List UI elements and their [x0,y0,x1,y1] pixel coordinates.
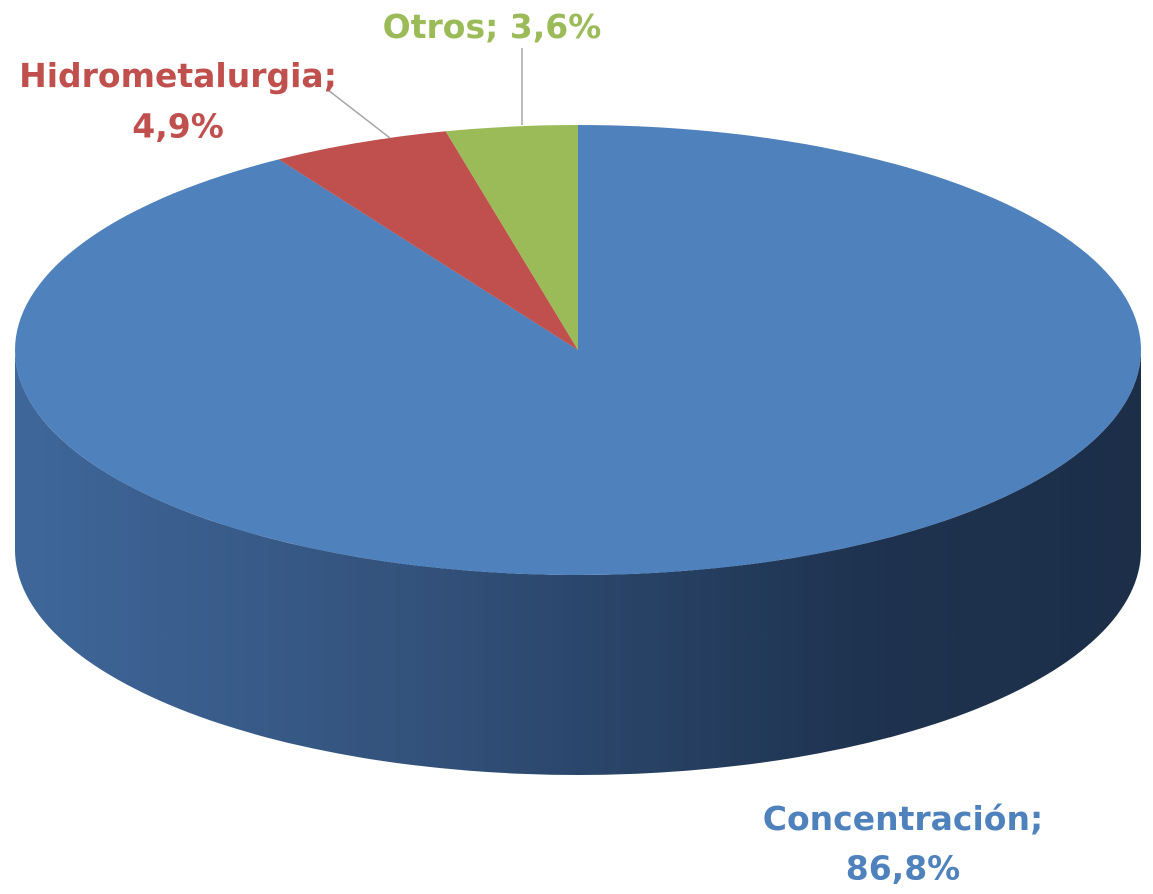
value-label: 3,6% [510,7,602,46]
data-label: Concentración; [763,799,1043,838]
data-label: Hidrometalurgia; [19,56,337,95]
leader-line [327,89,391,139]
label-separator: ; [1030,799,1043,838]
category-label: Otros [383,7,485,46]
category-label: Concentración [763,799,1030,838]
value-label: 4,9% [132,107,224,146]
slice [278,131,578,350]
slice [445,125,578,350]
category-label: Hidrometalurgia [19,56,324,95]
label-separator: ; [485,7,498,46]
slice-side [15,350,1141,775]
value-label: 86,8% [846,849,961,888]
pie: Concentración; 86,8% Hidrometalurgia; 4,9% O… [15,7,1141,888]
data-label: Otros; 3,6% [383,7,602,46]
label-separator: ; [324,56,337,95]
